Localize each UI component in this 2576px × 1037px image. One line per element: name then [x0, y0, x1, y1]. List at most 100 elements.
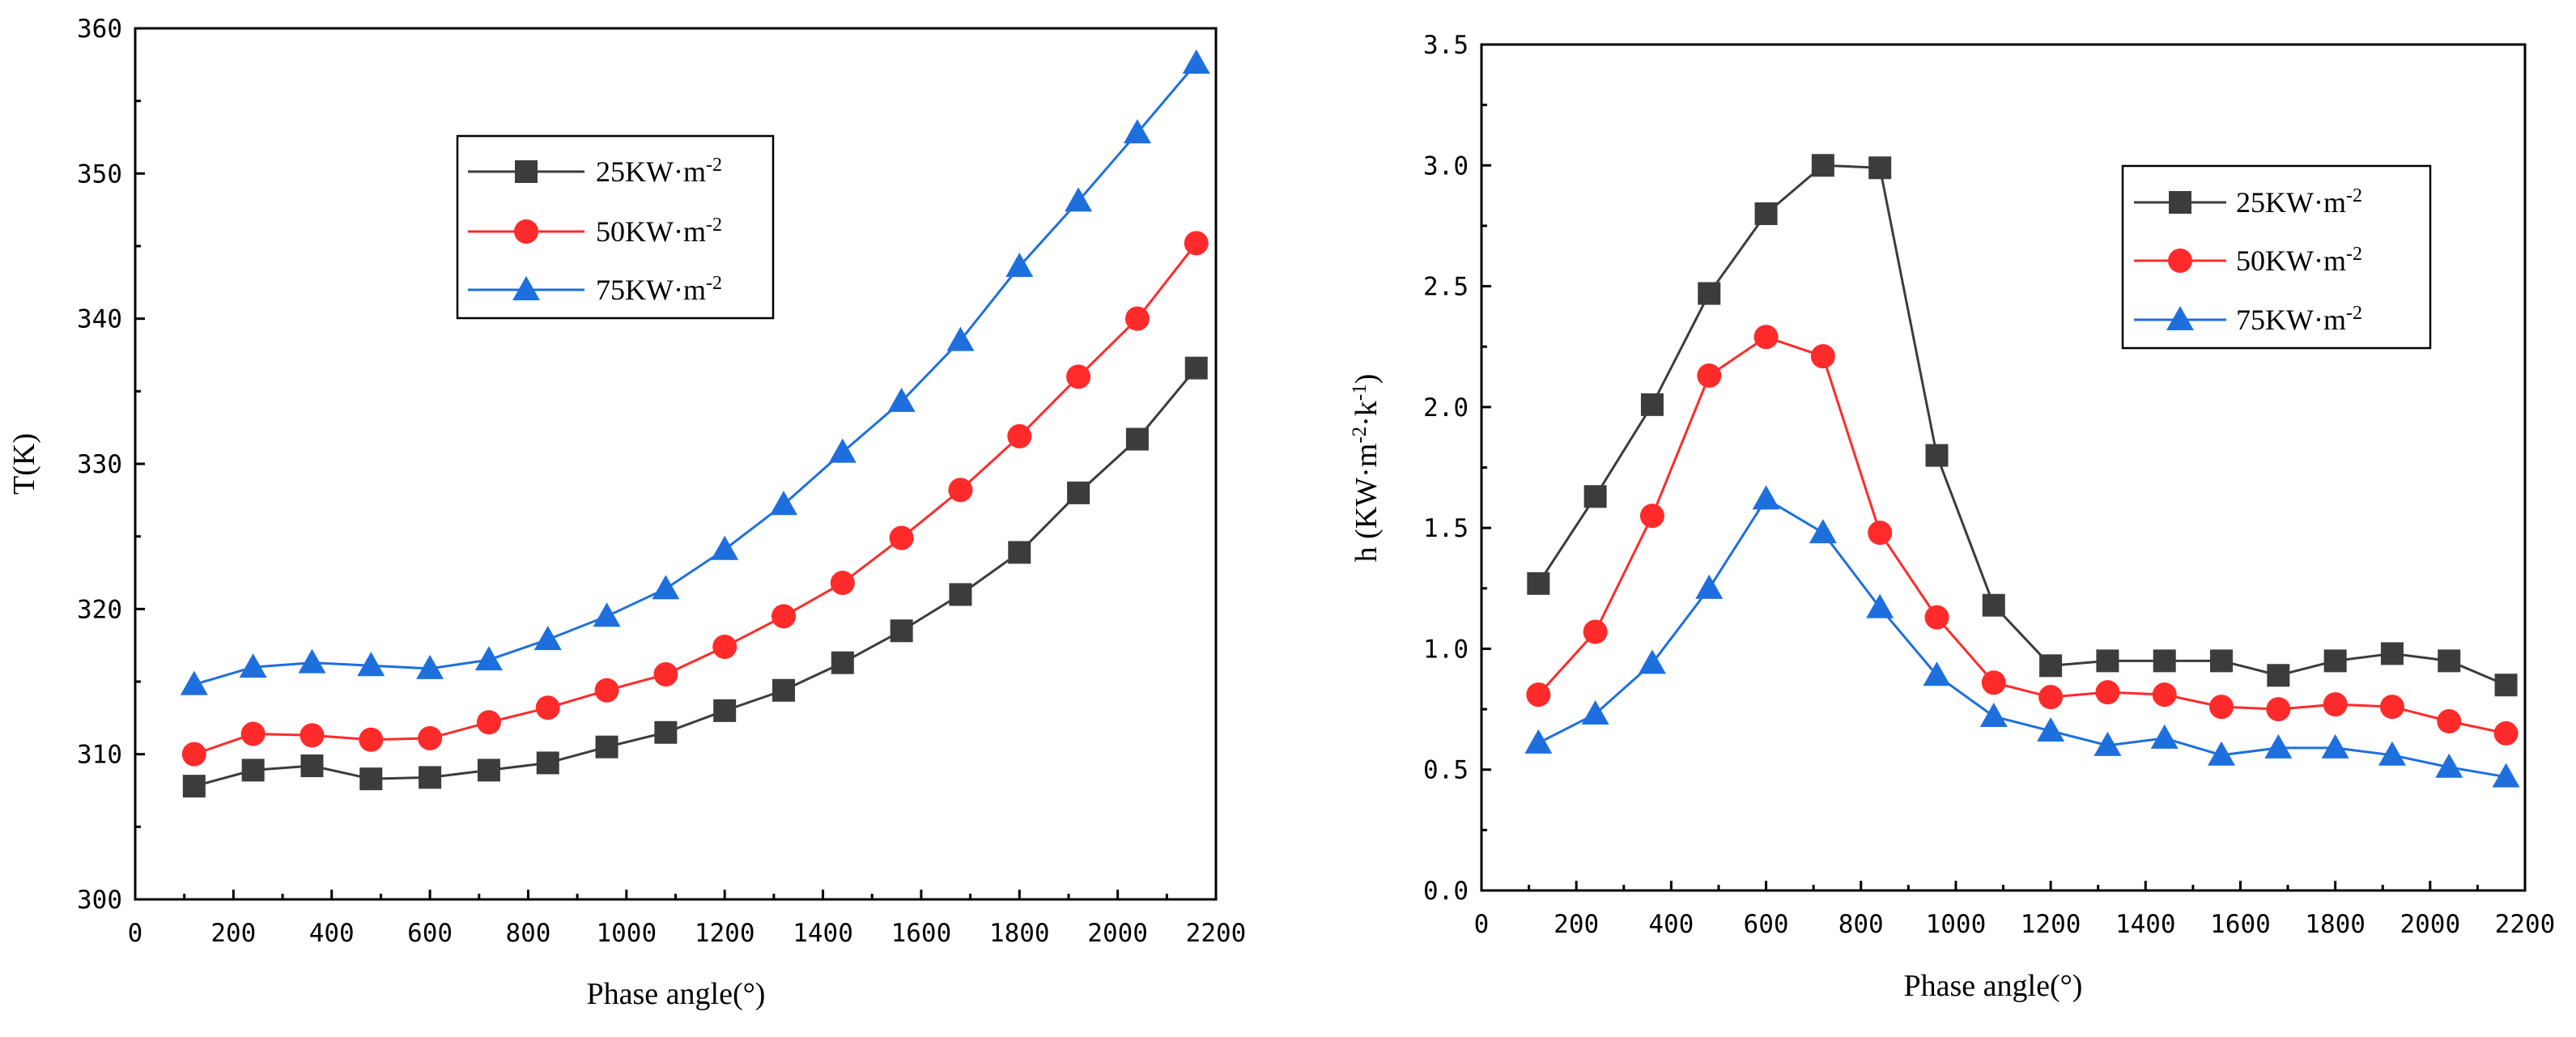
data-point: [890, 619, 913, 643]
x-tick-label: 0: [1474, 910, 1490, 939]
data-point: [1005, 253, 1034, 278]
data-point: [2323, 692, 2348, 717]
x-axis-title: Phase angle(°): [587, 977, 766, 1011]
y-tick-label: 360: [77, 15, 122, 44]
data-point: [2378, 741, 2406, 766]
y-tick-label: 310: [77, 741, 122, 770]
data-point: [536, 751, 559, 775]
data-point: [2435, 753, 2463, 778]
data-point: [652, 575, 680, 600]
data-point: [2438, 649, 2461, 673]
data-point: [654, 720, 678, 744]
data-point: [2094, 731, 2122, 756]
y-tick-label: 3.0: [1423, 151, 1469, 181]
data-point: [1753, 325, 1779, 350]
data-point: [239, 653, 267, 678]
data-point: [2321, 733, 2349, 759]
data-point: [2379, 695, 2404, 720]
data-point: [2037, 716, 2065, 742]
data-point: [1695, 574, 1724, 599]
series-line: [1537, 497, 2506, 779]
series-1: [1527, 154, 2518, 697]
data-point: [2150, 724, 2179, 749]
data-point: [830, 571, 855, 596]
series-3: [180, 49, 1210, 695]
y-axis-title: h (KW·m-2·k-1): [1349, 374, 1384, 563]
data-point: [2208, 741, 2236, 766]
data-point: [1125, 427, 1149, 451]
y-tick-label: 0.5: [1423, 756, 1469, 785]
x-tick-label: 800: [505, 919, 550, 948]
legend-marker: [2168, 249, 2192, 273]
x-tick-label: 0: [128, 919, 143, 948]
data-point: [831, 651, 854, 674]
data-point: [1868, 156, 1892, 180]
data-point: [1007, 423, 1032, 448]
data-point: [298, 648, 326, 674]
data-point: [1527, 572, 1550, 595]
series-2: [1526, 325, 2519, 746]
series-line: [1537, 335, 2506, 735]
x-tick-label: 200: [210, 919, 256, 948]
series-1: [182, 356, 1208, 798]
legend-marker: [512, 276, 540, 300]
x-tick-label: 1800: [2305, 910, 2366, 939]
x-tick-label: 1400: [2115, 910, 2176, 939]
data-point: [2264, 733, 2293, 759]
data-point: [711, 535, 739, 560]
data-point: [2152, 682, 2177, 708]
series-3: [1524, 485, 2520, 788]
data-point: [1123, 119, 1151, 144]
data-point: [772, 678, 795, 702]
data-point: [182, 775, 206, 798]
data-point: [1923, 661, 1951, 686]
data-point: [828, 438, 857, 463]
data-point: [948, 478, 973, 503]
data-point: [772, 604, 796, 629]
legend: 25KW·m-2 50KW·m-2 75KW·m-2: [456, 134, 775, 320]
data-point: [1809, 519, 1837, 544]
data-point: [359, 767, 383, 791]
legend-label: 75KW·m-2: [2236, 303, 2362, 336]
data-point: [949, 583, 972, 606]
legend-marker: [2166, 306, 2194, 330]
data-point: [1184, 231, 1209, 256]
data-point: [1065, 187, 1093, 212]
x-tick-label: 2000: [2400, 910, 2460, 939]
data-point: [1698, 282, 1721, 305]
series-line: [193, 242, 1197, 756]
data-point: [300, 723, 325, 748]
data-point: [180, 670, 208, 695]
x-tick-label: 1800: [989, 919, 1050, 948]
series-2: [181, 231, 1209, 767]
data-point: [300, 754, 324, 778]
data-point: [474, 646, 503, 671]
data-point: [1697, 363, 1722, 389]
y-tick-label: 1.0: [1423, 635, 1469, 664]
data-point: [2096, 649, 2119, 673]
x-tick-label: 2200: [2495, 910, 2556, 939]
data-point: [2153, 649, 2176, 673]
data-point: [1583, 619, 1608, 644]
data-point: [2209, 695, 2234, 720]
x-tick-label: 1400: [793, 919, 853, 948]
data-point: [1810, 344, 1835, 369]
y-tick-label: 340: [77, 305, 122, 334]
data-point: [2323, 649, 2347, 673]
data-point: [416, 654, 444, 679]
data-point: [419, 766, 442, 789]
data-point: [1868, 521, 1893, 546]
data-point: [1925, 444, 1949, 467]
legend-marker: [515, 160, 538, 183]
x-tick-label: 600: [1744, 910, 1789, 939]
data-point: [1184, 356, 1208, 380]
data-point: [1752, 485, 1780, 510]
legend-box: [456, 134, 775, 320]
y-axis-title: T(K): [7, 433, 41, 495]
data-point: [946, 326, 975, 351]
legend-label: 50KW·m-2: [596, 215, 722, 248]
data-point: [476, 710, 501, 735]
data-point: [357, 652, 385, 677]
x-axis-title: Phase angle(°): [1904, 969, 2083, 1003]
